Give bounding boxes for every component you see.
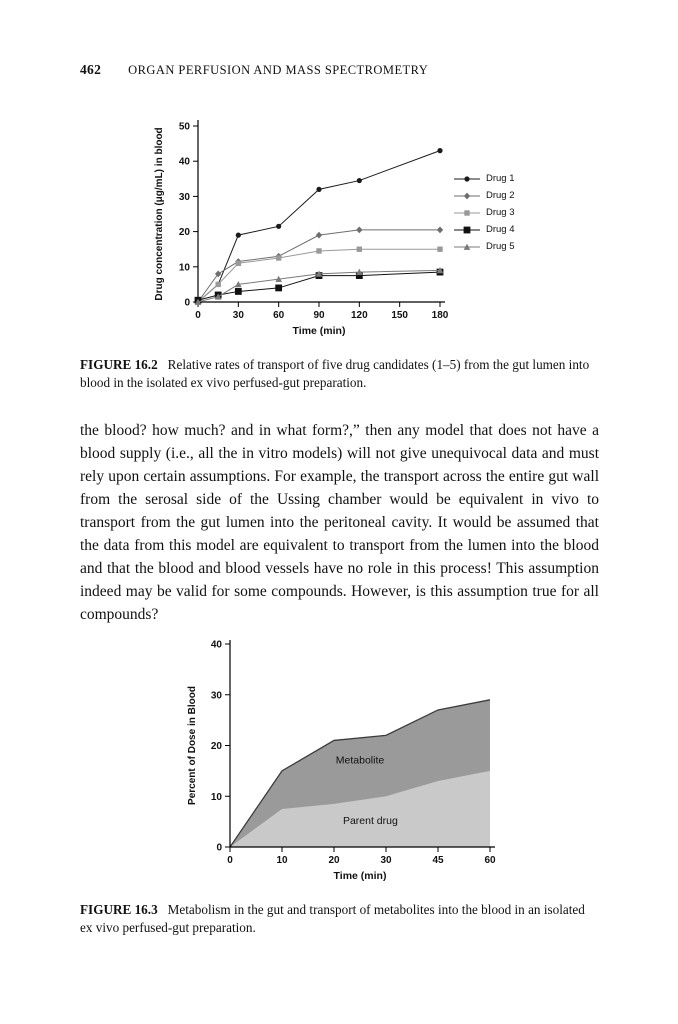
svg-text:50: 50 <box>179 122 191 133</box>
svg-text:150: 150 <box>391 310 408 321</box>
page-number: 462 <box>80 62 102 77</box>
svg-text:Time (min): Time (min) <box>334 870 387 882</box>
svg-text:0: 0 <box>216 843 222 854</box>
legend-item: Drug 1 <box>452 170 515 187</box>
legend-label: Drug 4 <box>486 224 515 235</box>
legend-item: Drug 5 <box>452 238 515 255</box>
legend-item: Drug 4 <box>452 221 515 238</box>
figure-16-3-caption-text: Metabolism in the gut and transport of m… <box>80 902 585 935</box>
svg-text:0: 0 <box>227 855 233 866</box>
svg-text:0: 0 <box>195 310 201 321</box>
legend-label: Drug 2 <box>486 190 515 201</box>
svg-text:10: 10 <box>179 262 191 273</box>
svg-text:180: 180 <box>432 310 448 321</box>
figure-16-3-label: FIGURE 16.3 <box>80 902 158 917</box>
figure-16-2-chart: 0 10 20 30 40 50 0 30 60 90 120 150 180 Time (min) Dru… <box>154 120 449 337</box>
svg-text:30: 30 <box>179 192 191 203</box>
square-big-legend-icon <box>454 226 480 233</box>
svg-text:30: 30 <box>380 855 392 866</box>
figure-16-3: 0 10 20 30 40 0 10 20 30 45 60 Time (min) Percent of… <box>175 632 515 887</box>
svg-text:10: 10 <box>211 792 223 803</box>
svg-text:30: 30 <box>211 690 223 701</box>
svg-text:40: 40 <box>179 157 191 168</box>
running-head-title: ORGAN PERFUSION AND MASS SPECTROMETRY <box>128 63 429 77</box>
svg-text:0: 0 <box>184 298 190 309</box>
svg-text:45: 45 <box>432 855 444 866</box>
svg-text:60: 60 <box>273 310 285 321</box>
svg-text:40: 40 <box>211 640 223 651</box>
figure-16-2-caption-text: Relative rates of transport of five drug… <box>80 357 590 390</box>
triangle-legend-icon <box>454 243 480 250</box>
body-paragraph: the blood? how much? and in what form?,”… <box>80 422 599 623</box>
svg-text:90: 90 <box>313 310 325 321</box>
chart-legend: Drug 1 Drug 2 Drug 3 Drug 4 Drug 5 <box>452 170 515 255</box>
legend-item: Drug 2 <box>452 187 515 204</box>
figure-16-3-chart: 0 10 20 30 40 0 10 20 30 45 60 Time (min) Percent of… <box>187 640 496 883</box>
svg-text:30: 30 <box>233 310 245 321</box>
svg-text:20: 20 <box>211 741 223 752</box>
page-header: 462 ORGAN PERFUSION AND MASS SPECTROMETRY <box>80 61 598 79</box>
legend-label: Drug 5 <box>486 241 515 252</box>
svg-text:20: 20 <box>328 855 340 866</box>
svg-text:10: 10 <box>276 855 288 866</box>
svg-text:Metabolite: Metabolite <box>336 754 385 766</box>
svg-text:120: 120 <box>351 310 368 321</box>
svg-text:Percent of Dose in Blood: Percent of Dose in Blood <box>187 686 198 805</box>
square-legend-icon <box>454 209 480 216</box>
legend-label: Drug 3 <box>486 207 515 218</box>
figure-16-2-caption: FIGURE 16.2 Relative rates of transport o… <box>80 356 599 391</box>
legend-label: Drug 1 <box>486 173 515 184</box>
legend-item: Drug 3 <box>452 204 515 221</box>
figure-16-3-caption: FIGURE 16.3 Metabolism in the gut and tra… <box>80 901 599 936</box>
svg-text:20: 20 <box>179 227 191 238</box>
svg-text:60: 60 <box>484 855 496 866</box>
figure-16-2: 0 10 20 30 40 50 0 30 60 90 120 150 180 Time (min) Dru… <box>148 110 568 360</box>
diamond-legend-icon <box>454 192 480 199</box>
svg-text:Drug concentration (μg/mL) in: Drug concentration (μg/mL) in blood <box>154 127 165 300</box>
svg-text:Parent drug: Parent drug <box>343 815 398 827</box>
svg-text:Time (min): Time (min) <box>293 325 346 337</box>
circle-legend-icon <box>454 175 480 182</box>
figure-16-2-label: FIGURE 16.2 <box>80 357 158 372</box>
